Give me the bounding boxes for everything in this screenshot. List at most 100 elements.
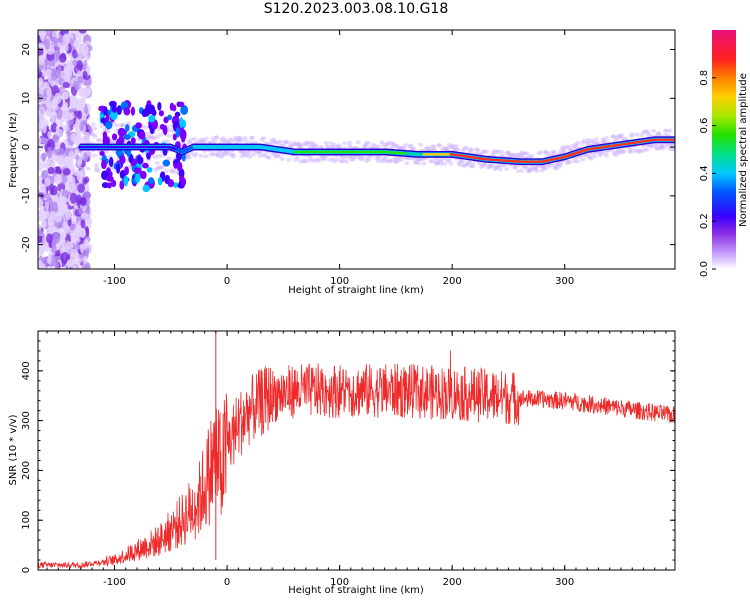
- signal-blob: [135, 122, 143, 129]
- noise-blob: [52, 239, 57, 248]
- noise-blob: [62, 168, 71, 176]
- signal-blob: [137, 156, 144, 165]
- noise-blob: [58, 53, 67, 63]
- x-tick-label: 100: [330, 276, 349, 287]
- noise-blob: [82, 87, 92, 96]
- signal-blob: [148, 114, 156, 123]
- halo-blob: [558, 162, 564, 167]
- signal-blob: [108, 156, 114, 168]
- noise-blob: [79, 121, 84, 132]
- halo-blob: [436, 143, 442, 148]
- noise-blob: [66, 259, 71, 269]
- halo-blob: [529, 153, 535, 158]
- halo-blob: [603, 136, 609, 141]
- y-tick-label: 400: [21, 361, 32, 380]
- halo-blob: [593, 137, 599, 142]
- snr-x-ticks: -100 0 100 200 300: [46, 331, 667, 588]
- halo-blob: [342, 141, 348, 146]
- halo-blob: [573, 144, 579, 149]
- noise-blob: [82, 177, 88, 185]
- noise-blob: [44, 38, 51, 50]
- noise-blob: [62, 81, 71, 89]
- noise-blob: [53, 174, 63, 185]
- noise-blob: [59, 207, 69, 214]
- x-tick-label: 0: [224, 577, 230, 588]
- noise-blob: [39, 208, 44, 216]
- spectrogram-x-ticks: -100 0 100 200 300: [103, 30, 574, 287]
- x-tick-label: 300: [555, 276, 574, 287]
- noise-blob: [41, 137, 47, 145]
- noise-blob: [71, 176, 76, 186]
- colorbar-ticks: 0.0 0.2 0.4 0.6 0.8: [699, 70, 716, 277]
- halo-blob: [92, 126, 98, 131]
- halo-blob: [142, 125, 148, 130]
- signal-blob: [100, 117, 107, 124]
- spectrogram-x-axis-label: Height of straight line (km): [288, 285, 424, 296]
- halo-blob: [669, 142, 675, 147]
- noise-blob: [79, 169, 85, 178]
- signal-blob: [178, 101, 185, 108]
- halo-blob: [475, 148, 481, 153]
- noise-blob: [38, 162, 47, 170]
- noise-blob: [38, 194, 41, 204]
- colorbar-label: Normalized spectral amplitude: [738, 73, 749, 227]
- noise-blob: [62, 114, 69, 122]
- signal-blob: [98, 105, 106, 112]
- halo-blob: [588, 156, 594, 161]
- signal-blob: [101, 159, 107, 170]
- noise-blob: [55, 166, 62, 174]
- halo-blob: [343, 159, 349, 164]
- x-tick-label: 200: [443, 276, 462, 287]
- halo-blob: [105, 129, 111, 134]
- halo-blob: [90, 122, 96, 127]
- y-tick-label: 20: [21, 43, 32, 56]
- noise-blob: [72, 264, 78, 269]
- spectrogram-heatmap: [38, 30, 675, 269]
- noise-blob: [49, 112, 56, 123]
- halo-blob: [347, 140, 353, 145]
- halo-blob: [294, 155, 300, 160]
- halo-blob: [88, 128, 94, 133]
- halo-blob: [318, 144, 324, 149]
- snr-line-area: [38, 331, 675, 569]
- noise-blob: [54, 92, 62, 104]
- colorbar-gradient: [712, 30, 736, 269]
- colorbar-tick-label: 0.0: [699, 261, 710, 277]
- noise-blob: [75, 258, 81, 266]
- halo-blob: [244, 139, 250, 144]
- halo-blob: [203, 154, 209, 159]
- halo-blob: [164, 139, 170, 144]
- signal-blob: [108, 100, 117, 108]
- signal-blob: [157, 177, 163, 186]
- halo-blob: [261, 136, 267, 141]
- snr-x-axis-label: Height of straight line (km): [288, 585, 424, 596]
- signal-blob: [138, 130, 146, 140]
- halo-blob: [667, 128, 673, 133]
- noise-blob: [47, 131, 52, 139]
- signal-blob: [123, 107, 131, 116]
- spectrogram-y-ticks: -20 -10 0 10 20: [21, 43, 675, 253]
- noise-blob: [82, 256, 88, 265]
- noise-blob: [72, 49, 78, 59]
- halo-blob: [266, 155, 272, 160]
- signal-blob: [174, 159, 179, 165]
- noise-blob: [82, 70, 88, 79]
- noise-blob: [80, 228, 86, 239]
- spectrogram-frame: [37, 29, 676, 270]
- noise-blob: [44, 177, 51, 187]
- signal-blob: [169, 102, 175, 111]
- colorbar-tick-label: 0.2: [699, 213, 710, 229]
- noise-blob: [38, 55, 45, 66]
- noise-blob: [72, 135, 78, 145]
- halo-blob: [252, 140, 258, 145]
- halo-blob: [551, 150, 557, 155]
- halo-blob: [163, 169, 169, 174]
- noise-blob: [47, 146, 53, 159]
- halo-blob: [239, 138, 245, 143]
- signal-blob: [134, 173, 141, 184]
- snr-y-ticks: 0 100 200 300 400: [21, 340, 675, 573]
- noise-blob: [51, 36, 58, 43]
- halo-blob: [468, 147, 474, 152]
- noise-blob: [45, 192, 51, 202]
